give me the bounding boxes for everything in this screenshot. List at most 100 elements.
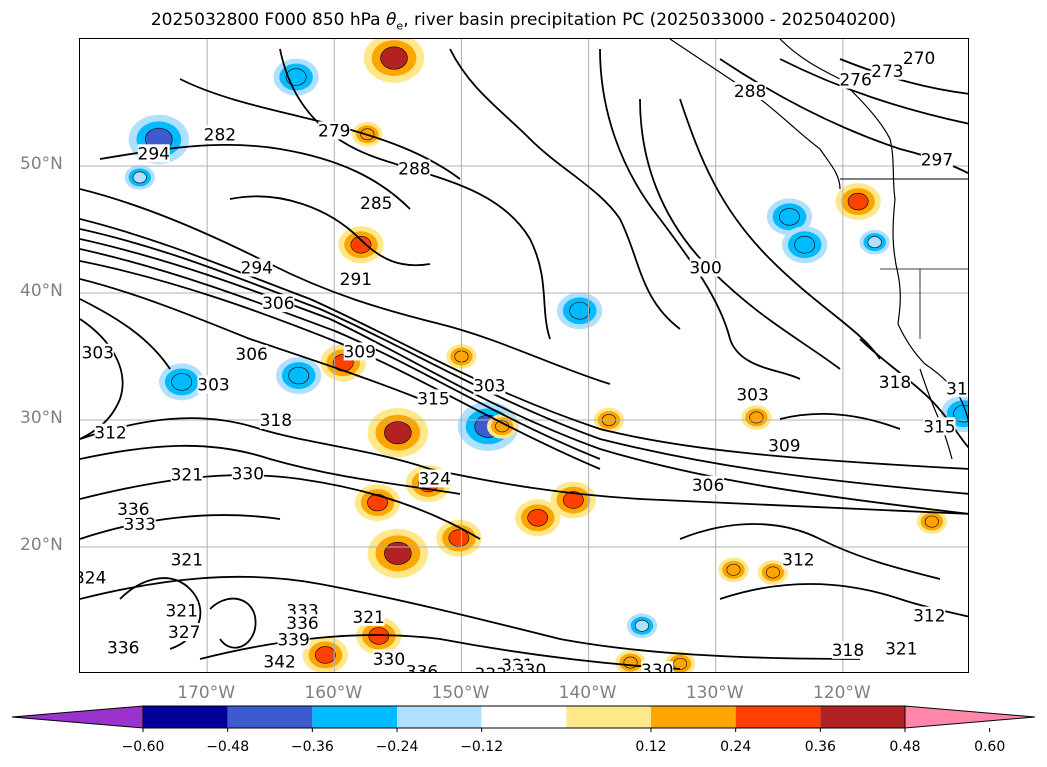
contour-label-bg bbox=[734, 82, 767, 101]
contour-label-bg bbox=[641, 661, 674, 672]
precip-peak bbox=[726, 563, 741, 576]
contour-label-bg bbox=[235, 344, 268, 363]
contour-label: 303 bbox=[473, 377, 505, 397]
precip-peak bbox=[634, 619, 649, 632]
gridlines-layer bbox=[80, 39, 968, 672]
theta-subscript: e bbox=[396, 19, 404, 33]
contour-label: 321 bbox=[885, 640, 917, 660]
contour-label-bg bbox=[692, 475, 725, 494]
precip-peak bbox=[562, 491, 584, 509]
colorbar-bin bbox=[143, 706, 228, 728]
contour-label-bg bbox=[318, 121, 351, 140]
lon-tick-label: 140°W bbox=[558, 683, 617, 703]
contour-label-bg bbox=[885, 639, 918, 658]
contour-label-bg bbox=[80, 568, 107, 587]
contour-label: 321 bbox=[165, 602, 197, 622]
contour-label-bg bbox=[360, 193, 393, 212]
contour-label-bg bbox=[137, 144, 170, 163]
coastline bbox=[892, 198, 901, 325]
contour-label: 288 bbox=[398, 160, 430, 180]
precip-peak bbox=[367, 493, 388, 512]
contour-label-bg bbox=[406, 662, 439, 672]
precip-peak bbox=[315, 646, 336, 664]
contour-label: 306 bbox=[692, 476, 724, 496]
precip-peak bbox=[765, 566, 780, 579]
contour-label: 279 bbox=[318, 121, 350, 141]
contour-label-bg bbox=[170, 550, 203, 569]
theta-e-contour bbox=[80, 188, 611, 385]
precip-peak bbox=[171, 373, 193, 391]
contour-label: 273 bbox=[871, 62, 903, 82]
colorbar-frame bbox=[142, 705, 906, 729]
contour-label-bg bbox=[474, 665, 507, 672]
theta-e-contour bbox=[80, 260, 601, 470]
theta-e-contour bbox=[779, 58, 968, 125]
contour-label-bg bbox=[418, 469, 451, 488]
contour-label: 318 bbox=[832, 641, 864, 661]
contour-label-bg bbox=[839, 70, 872, 89]
theta-e-contour bbox=[80, 218, 968, 470]
contour-label: 330 bbox=[373, 650, 405, 670]
precip-peak bbox=[527, 509, 549, 527]
contour-label: 324 bbox=[419, 469, 451, 489]
contour-label-bg bbox=[878, 372, 911, 391]
contour-label: 306 bbox=[262, 294, 294, 314]
colorbar-extend-over bbox=[904, 705, 1036, 729]
contour-label-bg bbox=[94, 423, 127, 442]
lat-tick-label: 30°N bbox=[20, 408, 63, 428]
precip-peak bbox=[924, 515, 939, 528]
contour-label: 312 bbox=[782, 551, 814, 571]
contour-label: 294 bbox=[241, 259, 273, 279]
precip-peak bbox=[384, 541, 412, 565]
theta-e-contour bbox=[719, 583, 968, 618]
contour-label: 330 bbox=[232, 464, 264, 484]
contour-label: 297 bbox=[921, 151, 953, 171]
contour-label: 333 bbox=[474, 665, 506, 673]
contour-label-bg bbox=[203, 125, 236, 144]
lat-tick-label: 40°N bbox=[20, 281, 63, 301]
contour-label-bg bbox=[923, 417, 956, 436]
precip-peak bbox=[794, 236, 816, 254]
colorbar-tick-label: 0.60 bbox=[974, 739, 1006, 755]
contour-label: 321 bbox=[171, 466, 203, 486]
colorbar-bin bbox=[735, 706, 821, 728]
precip-peak bbox=[132, 171, 147, 184]
contour-label: 324 bbox=[80, 568, 106, 588]
colorbar-bin bbox=[312, 706, 397, 728]
lat-tick-label: 20°N bbox=[20, 535, 63, 555]
theta-e-contour bbox=[199, 634, 681, 670]
precip-peak bbox=[867, 236, 882, 249]
colorbar-tick-label: −0.12 bbox=[460, 739, 504, 755]
theta-e-contour bbox=[80, 514, 281, 540]
contour-label-bg bbox=[107, 638, 140, 657]
title-prefix: 2025032800 F000 850 hPa bbox=[150, 10, 386, 30]
contour-label: 339 bbox=[277, 631, 309, 651]
contour-label-bg bbox=[782, 550, 815, 569]
contour-label: 300 bbox=[689, 259, 721, 279]
contour-label: 330 bbox=[514, 661, 546, 673]
contour-label-bg bbox=[263, 652, 296, 671]
theta-e-contour bbox=[449, 48, 681, 330]
colorbar-extend-under bbox=[11, 705, 144, 729]
precip-peak bbox=[384, 421, 412, 445]
colorbar-bin bbox=[820, 706, 905, 728]
colorbar-tick-label: −0.36 bbox=[290, 739, 334, 755]
contour-label-bg bbox=[168, 623, 201, 642]
contour-label-bg bbox=[871, 61, 904, 80]
theta-e-contour bbox=[80, 298, 171, 370]
contour-label-bg bbox=[339, 270, 372, 289]
colorbar-tick-label: −0.48 bbox=[206, 739, 250, 755]
contour-label-bg bbox=[473, 376, 506, 395]
theta-e-contour bbox=[80, 417, 968, 515]
contour-label-bg bbox=[352, 607, 385, 626]
coastline bbox=[897, 323, 968, 422]
contour-label-bg bbox=[343, 342, 376, 361]
precip-peak bbox=[380, 46, 408, 70]
contour-label-bg bbox=[920, 150, 953, 169]
contour-label-bg bbox=[170, 465, 203, 484]
contour-label-bg bbox=[259, 411, 292, 429]
precip-peak bbox=[569, 302, 591, 320]
precip-peak bbox=[673, 657, 688, 670]
precip-peak bbox=[779, 208, 800, 226]
